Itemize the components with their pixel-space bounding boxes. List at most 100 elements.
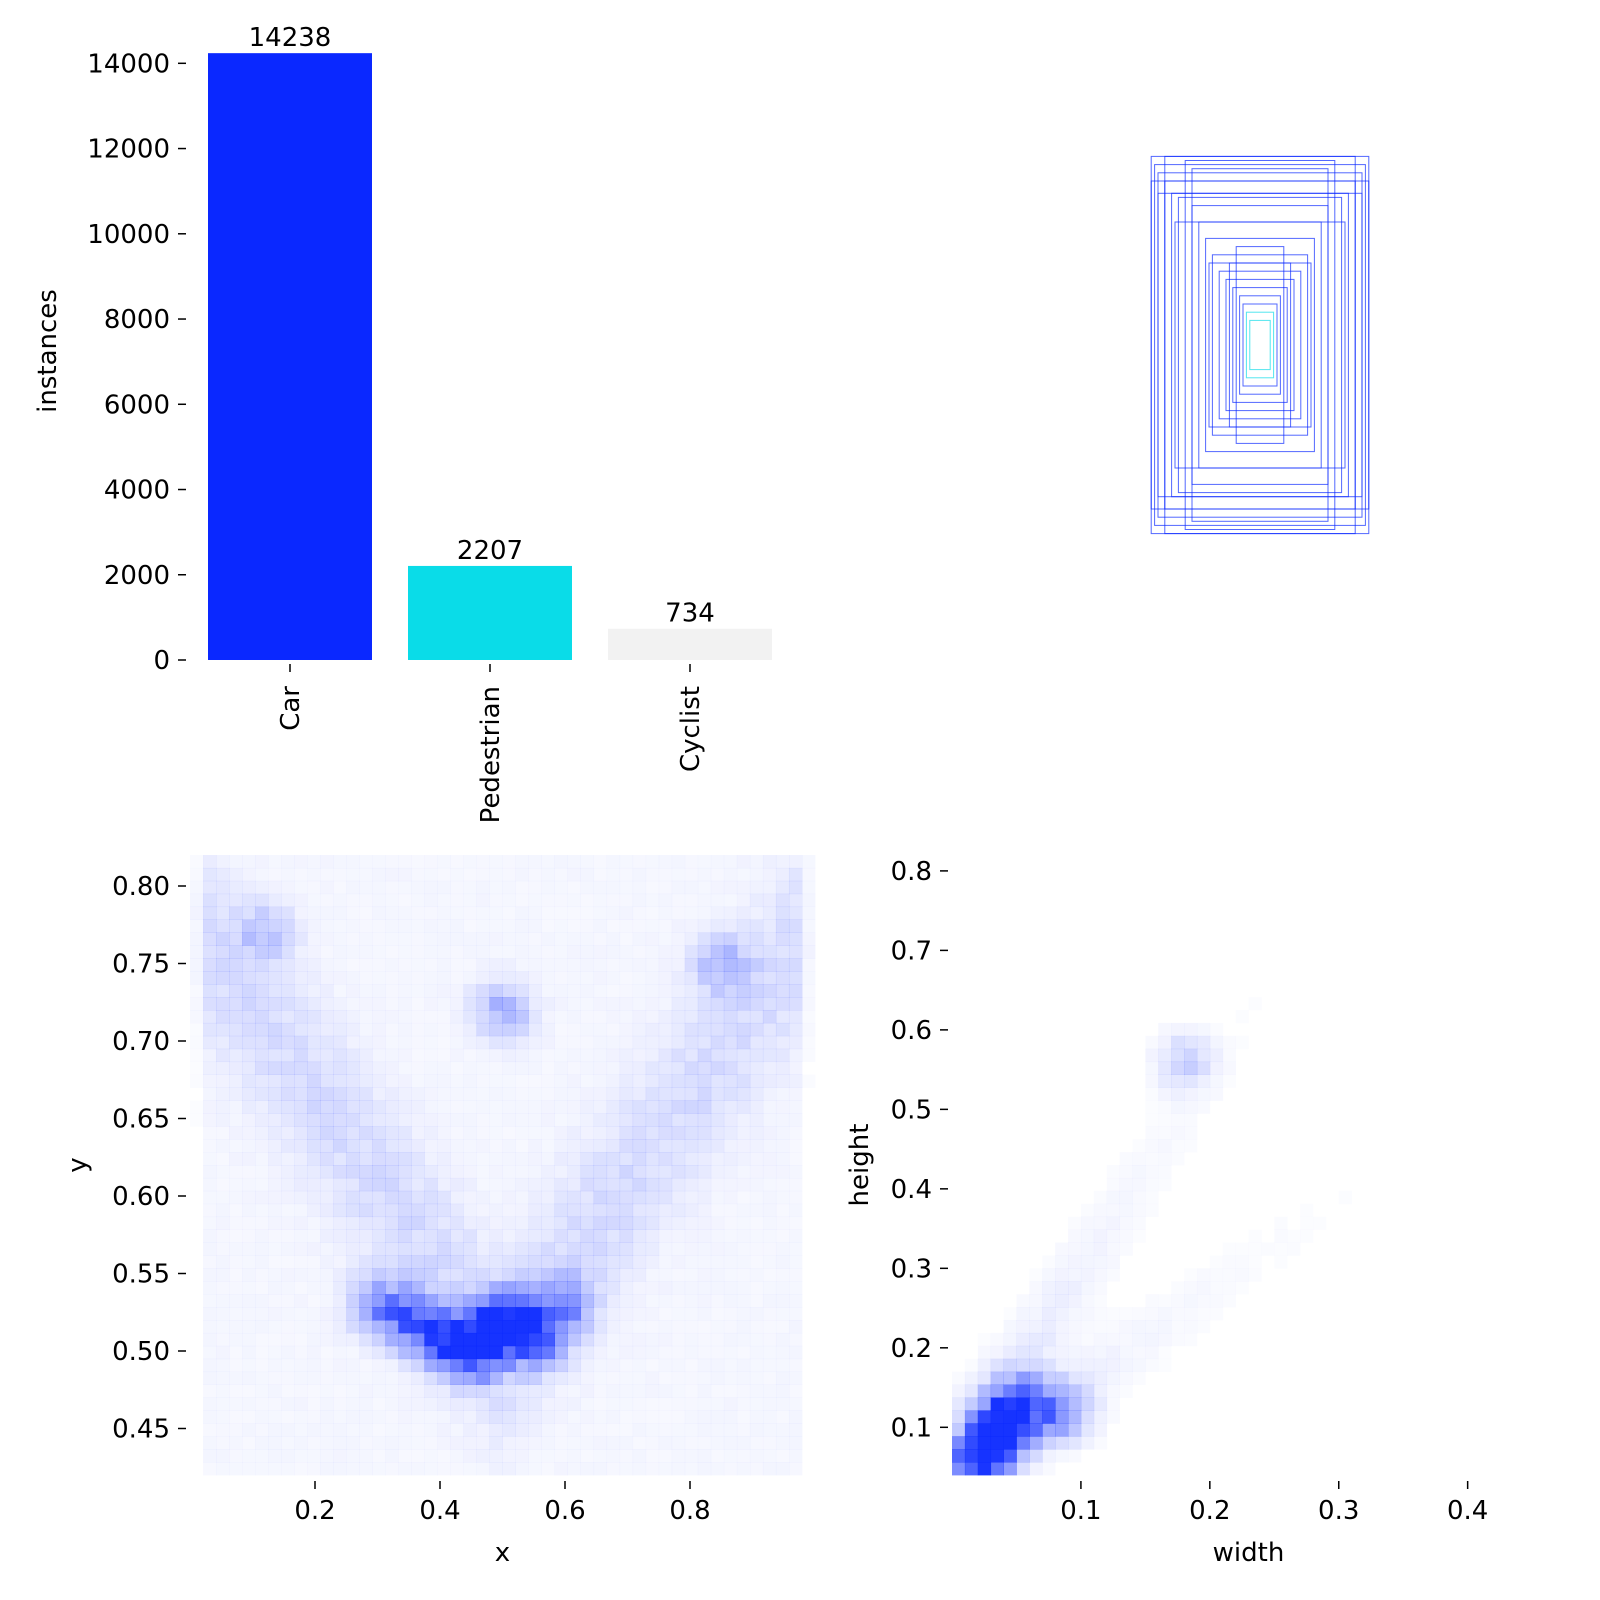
heat-cell xyxy=(346,1462,360,1476)
heat-cell xyxy=(606,1010,621,1024)
heat-cell xyxy=(567,855,582,869)
heat-cell xyxy=(684,1126,699,1140)
heat-cell xyxy=(229,1126,243,1140)
heat-cell xyxy=(255,1126,269,1140)
heat-cell xyxy=(749,906,764,920)
heat-cell xyxy=(593,1242,608,1256)
heat-cell xyxy=(736,1462,751,1476)
heat-cell xyxy=(710,1436,725,1450)
heat-cell xyxy=(1003,1449,1017,1463)
heat-cell xyxy=(632,1126,647,1140)
heat-cell xyxy=(788,1307,803,1321)
heat-cell xyxy=(620,894,633,907)
heat-cell xyxy=(203,919,217,933)
heat-cell xyxy=(1120,1385,1133,1398)
heat-cell xyxy=(333,945,347,959)
heat-cell xyxy=(294,1074,308,1088)
heat-cell xyxy=(203,945,217,959)
heat-cell xyxy=(229,1410,242,1423)
heat-cell xyxy=(398,1100,412,1114)
heat-cell xyxy=(736,1165,751,1179)
heat-cell xyxy=(567,1345,582,1360)
heat-cell xyxy=(385,1216,399,1230)
heat-cell xyxy=(788,1436,803,1450)
heat-cell xyxy=(645,1087,660,1101)
heat-cell xyxy=(489,1126,502,1139)
x-tick-label: 0.2 xyxy=(1189,1496,1230,1526)
heat-cell xyxy=(320,1372,333,1385)
heat-cell xyxy=(554,1371,569,1385)
heat-cell xyxy=(1042,1384,1056,1398)
heat-cell xyxy=(281,997,295,1011)
heat-cell xyxy=(555,1036,568,1049)
heat-cell xyxy=(372,1449,385,1462)
heat-cell xyxy=(684,1165,699,1179)
heat-cell xyxy=(398,1242,412,1256)
heat-cell xyxy=(619,855,634,869)
heat-cell xyxy=(776,1178,789,1191)
heat-cell xyxy=(281,1449,295,1463)
heat-cell xyxy=(1003,1410,1017,1424)
heat-cell xyxy=(398,1332,412,1347)
heat-cell xyxy=(216,1230,229,1243)
heat-cell xyxy=(1210,1088,1223,1101)
heat-cell xyxy=(1120,1320,1133,1333)
heat-cell xyxy=(476,1410,490,1424)
box-outline xyxy=(1157,192,1363,498)
heat-cell xyxy=(619,1074,634,1088)
heat-cell xyxy=(1004,1307,1017,1320)
heat-cell xyxy=(658,1190,673,1205)
heat-cell xyxy=(411,1294,425,1308)
heat-cell xyxy=(294,1255,307,1268)
heat-cell xyxy=(372,1307,386,1321)
heat-cell xyxy=(1287,1230,1300,1243)
heat-cell xyxy=(307,1385,320,1398)
heat-cell xyxy=(372,997,386,1011)
heat-cell xyxy=(554,880,569,895)
x-tick-label: Pedestrian xyxy=(476,686,506,823)
width-height-heatmap: 0.1 0.2 0.3 0.40.10.20.30.40.50.60.70.8widt… xyxy=(845,857,1488,1568)
heat-cell xyxy=(320,1165,334,1179)
heat-cell xyxy=(645,1371,660,1385)
heat-cell xyxy=(294,855,308,869)
heat-cell xyxy=(736,1281,751,1295)
heat-cell xyxy=(555,971,568,984)
heat-cell xyxy=(359,1255,373,1269)
heat-cell xyxy=(476,1449,490,1463)
heat-cell xyxy=(372,1384,386,1398)
heat-cell xyxy=(489,1462,503,1476)
heat-cell xyxy=(242,1061,256,1075)
heat-cell xyxy=(684,1345,699,1360)
heat-cell xyxy=(268,1294,281,1307)
heat-cell xyxy=(515,1165,529,1179)
heat-cell xyxy=(581,1010,594,1023)
heat-cell xyxy=(541,1165,555,1179)
heat-cell xyxy=(632,893,647,908)
heat-cell xyxy=(762,1203,777,1218)
heat-cell xyxy=(697,893,712,908)
heat-cell xyxy=(1196,1087,1211,1101)
heat-cell xyxy=(190,880,204,895)
heat-cell xyxy=(476,1139,490,1153)
heat-cell xyxy=(632,958,647,972)
heat-cell xyxy=(463,1423,477,1437)
heat-cell xyxy=(255,1139,269,1153)
heat-cell xyxy=(1003,1397,1017,1411)
heat-cell xyxy=(593,1126,608,1140)
heat-cell xyxy=(568,920,581,933)
heat-cell xyxy=(411,1358,425,1373)
heat-cell xyxy=(593,1294,608,1308)
heat-cell xyxy=(359,1177,373,1192)
heat-cell xyxy=(776,1320,789,1333)
heat-cell xyxy=(632,997,647,1011)
heat-cell xyxy=(593,1449,608,1463)
heat-cell xyxy=(424,867,438,882)
heat-cell xyxy=(528,1436,542,1450)
heat-cell xyxy=(359,1436,372,1449)
heat-cell xyxy=(580,1436,595,1450)
heat-cell xyxy=(424,1294,438,1308)
heat-cell xyxy=(424,907,437,920)
heat-cell xyxy=(606,1177,621,1192)
heat-cell xyxy=(320,880,334,895)
heat-cell xyxy=(216,1022,230,1037)
